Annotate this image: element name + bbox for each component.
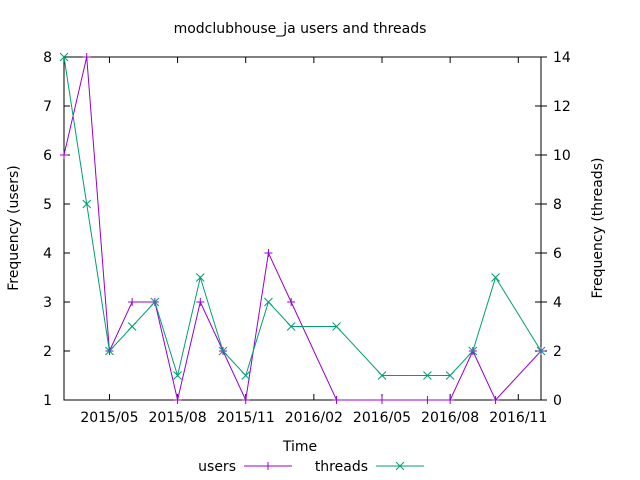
data-point-threads <box>445 371 455 380</box>
y2-tick-label: 10 <box>553 148 571 164</box>
data-point-users <box>82 53 91 61</box>
data-point-users <box>241 396 250 404</box>
marker-stroke <box>59 52 69 62</box>
marker-stroke <box>536 346 546 356</box>
marker-stroke <box>468 346 478 356</box>
y-tick-label: 8 <box>43 50 52 66</box>
marker-stroke <box>286 322 296 331</box>
x-tick-label: 2016/08 <box>421 410 479 426</box>
marker-stroke <box>150 297 160 307</box>
data-point-users <box>378 396 386 404</box>
x-tick-label: 2016/02 <box>285 410 343 426</box>
data-point-threads <box>173 371 182 380</box>
marker-stroke <box>377 371 387 380</box>
y-tick-label: 3 <box>43 295 52 311</box>
data-point-threads <box>59 52 69 62</box>
data-point-users <box>60 151 68 159</box>
y2-tick-label: 0 <box>553 393 562 409</box>
x-tick-label: 2015/11 <box>217 410 275 426</box>
series-line-users <box>63 56 542 402</box>
y2-tick-label: 2 <box>553 344 562 360</box>
data-point-threads <box>286 322 296 331</box>
data-point-threads <box>241 371 251 380</box>
y-tick-label: 5 <box>43 197 52 213</box>
x-tick-label: 2015/08 <box>148 410 206 426</box>
data-point-users <box>264 249 273 257</box>
x-axis-label: Time <box>282 439 317 455</box>
data-point-users <box>423 396 432 404</box>
data-point-users <box>287 298 296 306</box>
legend-label-threads: threads <box>315 459 368 475</box>
data-point-users <box>128 298 137 306</box>
y2-tick-label: 4 <box>553 295 562 311</box>
y-axis-label: Frequency (users) <box>6 165 22 291</box>
marker-stroke <box>264 297 273 307</box>
data-point-users <box>491 396 500 404</box>
series-layer <box>59 52 546 404</box>
data-point-threads <box>468 346 478 356</box>
x-tick-label: 2015/05 <box>80 410 138 426</box>
legend: users threads <box>198 459 424 475</box>
marker-stroke <box>332 322 341 331</box>
data-point-users <box>196 298 205 306</box>
data-point-users <box>332 396 341 404</box>
data-point-threads <box>377 371 387 380</box>
series-line-threads <box>63 56 542 378</box>
x-tick-label: 2016/05 <box>353 410 411 426</box>
y-tick-label: 1 <box>43 393 52 409</box>
data-point-users <box>446 396 455 404</box>
data-point-threads <box>536 346 546 356</box>
x-tick-label: 2016/11 <box>489 410 547 426</box>
data-point-users <box>173 396 182 404</box>
marker-stroke <box>195 273 205 282</box>
data-point-threads <box>150 297 160 307</box>
marker-stroke <box>173 371 182 380</box>
data-point-threads <box>195 273 205 282</box>
y2-tick-label: 8 <box>553 197 562 213</box>
marker-stroke <box>218 346 228 356</box>
marker-stroke <box>423 371 432 380</box>
y-tick-label: 4 <box>43 246 52 262</box>
data-point-threads <box>105 346 114 356</box>
data-point-threads <box>127 322 137 331</box>
data-point-threads <box>491 273 500 282</box>
y2-axis-label: Frequency (threads) <box>590 158 606 299</box>
y2-tick-label: 14 <box>553 50 571 66</box>
data-point-threads <box>264 297 273 307</box>
data-point-threads <box>423 371 432 380</box>
marker-stroke <box>82 199 92 209</box>
marker-stroke <box>105 346 114 356</box>
chart-title: modclubhouse_ja users and threads <box>174 21 427 37</box>
marker-stroke <box>241 371 251 380</box>
plot-frame <box>63 56 542 401</box>
y-tick-label: 7 <box>43 99 52 115</box>
legend-label-users: users <box>198 459 236 475</box>
y2-tick-label: 12 <box>553 99 571 115</box>
data-point-threads <box>82 199 92 209</box>
marker-stroke <box>445 371 455 380</box>
y2-tick-label: 6 <box>553 246 562 262</box>
marker-stroke <box>491 273 500 282</box>
data-point-threads <box>218 346 228 356</box>
data-point-threads <box>332 322 341 331</box>
y-tick-label: 2 <box>43 344 52 360</box>
legend-marker-threads <box>395 461 405 471</box>
marker-stroke <box>127 322 137 331</box>
y-tick-label: 6 <box>43 148 52 164</box>
